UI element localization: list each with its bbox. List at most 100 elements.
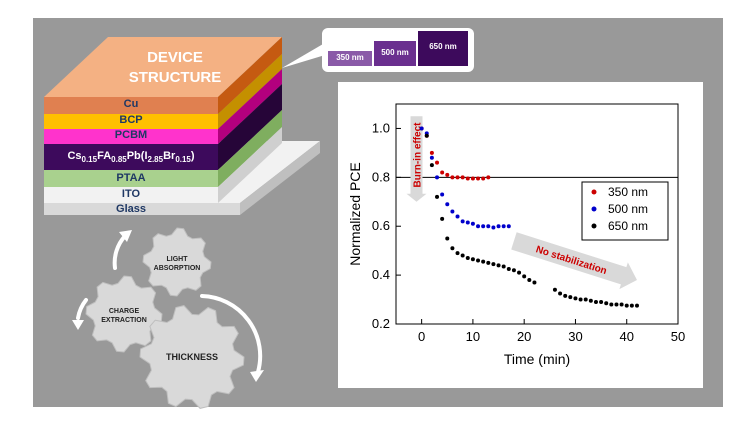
data-point-500-nm (496, 224, 501, 229)
gear-label-charge: CHARGE EXTRACTION (101, 308, 147, 324)
layer-label-perovskite: Cs0.15FA0.85Pb(I2.85Br0.15) (67, 150, 195, 165)
data-point-500-nm (419, 126, 424, 131)
data-point-350-nm (470, 176, 475, 181)
chart-panel: 0 10 20 30 40 50 0.2 0.4 0.6 0.8 1.0 Time (min) Norm… (338, 82, 703, 388)
data-point-650-nm (506, 267, 511, 271)
data-point-500-nm (491, 225, 496, 230)
data-point-650-nm (511, 268, 516, 273)
data-point-650-nm (445, 236, 450, 241)
data-point-650-nm (517, 270, 522, 275)
data-point-650-nm (619, 302, 624, 307)
data-point-650-nm (624, 303, 629, 308)
data-point-650-nm (435, 194, 440, 199)
data-point-650-nm (496, 263, 501, 268)
legend-marker (591, 206, 597, 212)
cycle-arrows-icon (76, 234, 263, 374)
legend-label: 350 nm (608, 185, 648, 199)
y-tick-label: 1.0 (372, 120, 390, 135)
x-tick-label: 50 (671, 329, 685, 344)
data-point-350-nm (465, 176, 470, 181)
data-point-650-nm (629, 303, 634, 308)
data-point-500-nm (501, 224, 506, 229)
data-point-650-nm (604, 301, 609, 306)
layer-label-glass: Glass (116, 203, 146, 215)
data-point-500-nm (450, 209, 455, 214)
gear-label-light: LIGHT ABSORPTION (153, 256, 201, 272)
pce-chart: 0 10 20 30 40 50 0.2 0.4 0.6 0.8 1.0 Time (min) Norm… (347, 103, 685, 367)
data-point-650-nm (501, 264, 506, 269)
data-point-650-nm (593, 300, 598, 304)
layer-label-bcp: BCP (119, 114, 143, 126)
y-tick-label: 0.6 (372, 218, 390, 233)
x-tick-label: 30 (568, 329, 582, 344)
y-tick-label: 0.8 (372, 169, 390, 184)
data-point-650-nm (563, 293, 568, 298)
layer-label-ptaa: PTAA (116, 172, 146, 184)
y-tick-label: 0.2 (372, 316, 390, 331)
x-tick-label: 0 (418, 329, 425, 344)
x-axis-label: Time (min) (504, 351, 570, 367)
x-tick-label: 40 (619, 329, 633, 344)
data-point-650-nm (470, 257, 475, 262)
legend-label: 650 nm (608, 219, 648, 233)
x-tick-label: 20 (517, 329, 531, 344)
layer-label-cu: Cu (123, 98, 139, 110)
gear-label-thickness: THICKNESS (165, 352, 218, 362)
data-point-650-nm (429, 163, 434, 168)
device-title: DEVICE STRUCTURE (80, 48, 270, 88)
y-tick-label: 0.4 (372, 267, 390, 282)
cycle-arrowheads-icon (72, 230, 264, 382)
data-point-650-nm (583, 297, 588, 302)
thickness-label-500: 500 nm (381, 48, 409, 57)
data-point-650-nm (568, 295, 573, 300)
gear-charge-extraction-icon (85, 275, 163, 353)
data-point-350-nm (455, 175, 460, 180)
data-point-650-nm (614, 302, 619, 307)
data-point-500-nm (440, 192, 445, 197)
data-point-500-nm (476, 224, 481, 229)
data-point-500-nm (429, 155, 434, 160)
x-tick-label: 10 (466, 329, 480, 344)
legend-marker (591, 223, 597, 229)
data-point-350-nm (429, 150, 434, 155)
data-point-500-nm (506, 224, 511, 229)
data-point-500-nm (481, 224, 486, 229)
data-point-500-nm (435, 175, 440, 180)
layer-label-ito: ITO (121, 188, 141, 200)
data-point-650-nm (573, 296, 578, 301)
data-point-350-nm (435, 160, 440, 165)
data-point-650-nm (481, 259, 486, 264)
gear-thickness-icon (139, 305, 245, 409)
data-point-350-nm (460, 175, 465, 180)
data-point-650-nm (588, 298, 593, 303)
thickness-label-350: 350 nm (336, 53, 364, 62)
gear-light-absorption-icon (142, 227, 212, 297)
device-title-line1: DEVICE (147, 49, 203, 66)
data-point-650-nm (634, 303, 639, 308)
data-point-650-nm (527, 278, 532, 282)
data-point-500-nm (455, 214, 460, 219)
device-title-line2: STRUCTURE (128, 69, 222, 86)
data-point-500-nm (465, 220, 470, 225)
data-point-650-nm (578, 297, 583, 302)
data-point-650-nm (455, 251, 460, 256)
data-point-350-nm (481, 176, 486, 181)
data-point-650-nm (558, 291, 563, 296)
data-point-650-nm (486, 260, 491, 265)
data-point-500-nm (460, 219, 465, 224)
burn-in-arrow-icon (406, 116, 427, 202)
layer-stack (44, 37, 282, 203)
data-point-350-nm (476, 176, 481, 181)
data-point-500-nm (445, 202, 450, 207)
data-point-350-nm (445, 172, 450, 177)
data-point-650-nm (491, 262, 496, 267)
data-point-650-nm (609, 302, 614, 307)
data-point-650-nm (424, 133, 429, 138)
data-point-650-nm (552, 287, 557, 292)
data-point-650-nm (599, 300, 604, 304)
data-point-350-nm (450, 175, 455, 180)
data-point-500-nm (486, 224, 491, 229)
data-point-350-nm (440, 170, 445, 175)
legend-marker (591, 189, 597, 195)
